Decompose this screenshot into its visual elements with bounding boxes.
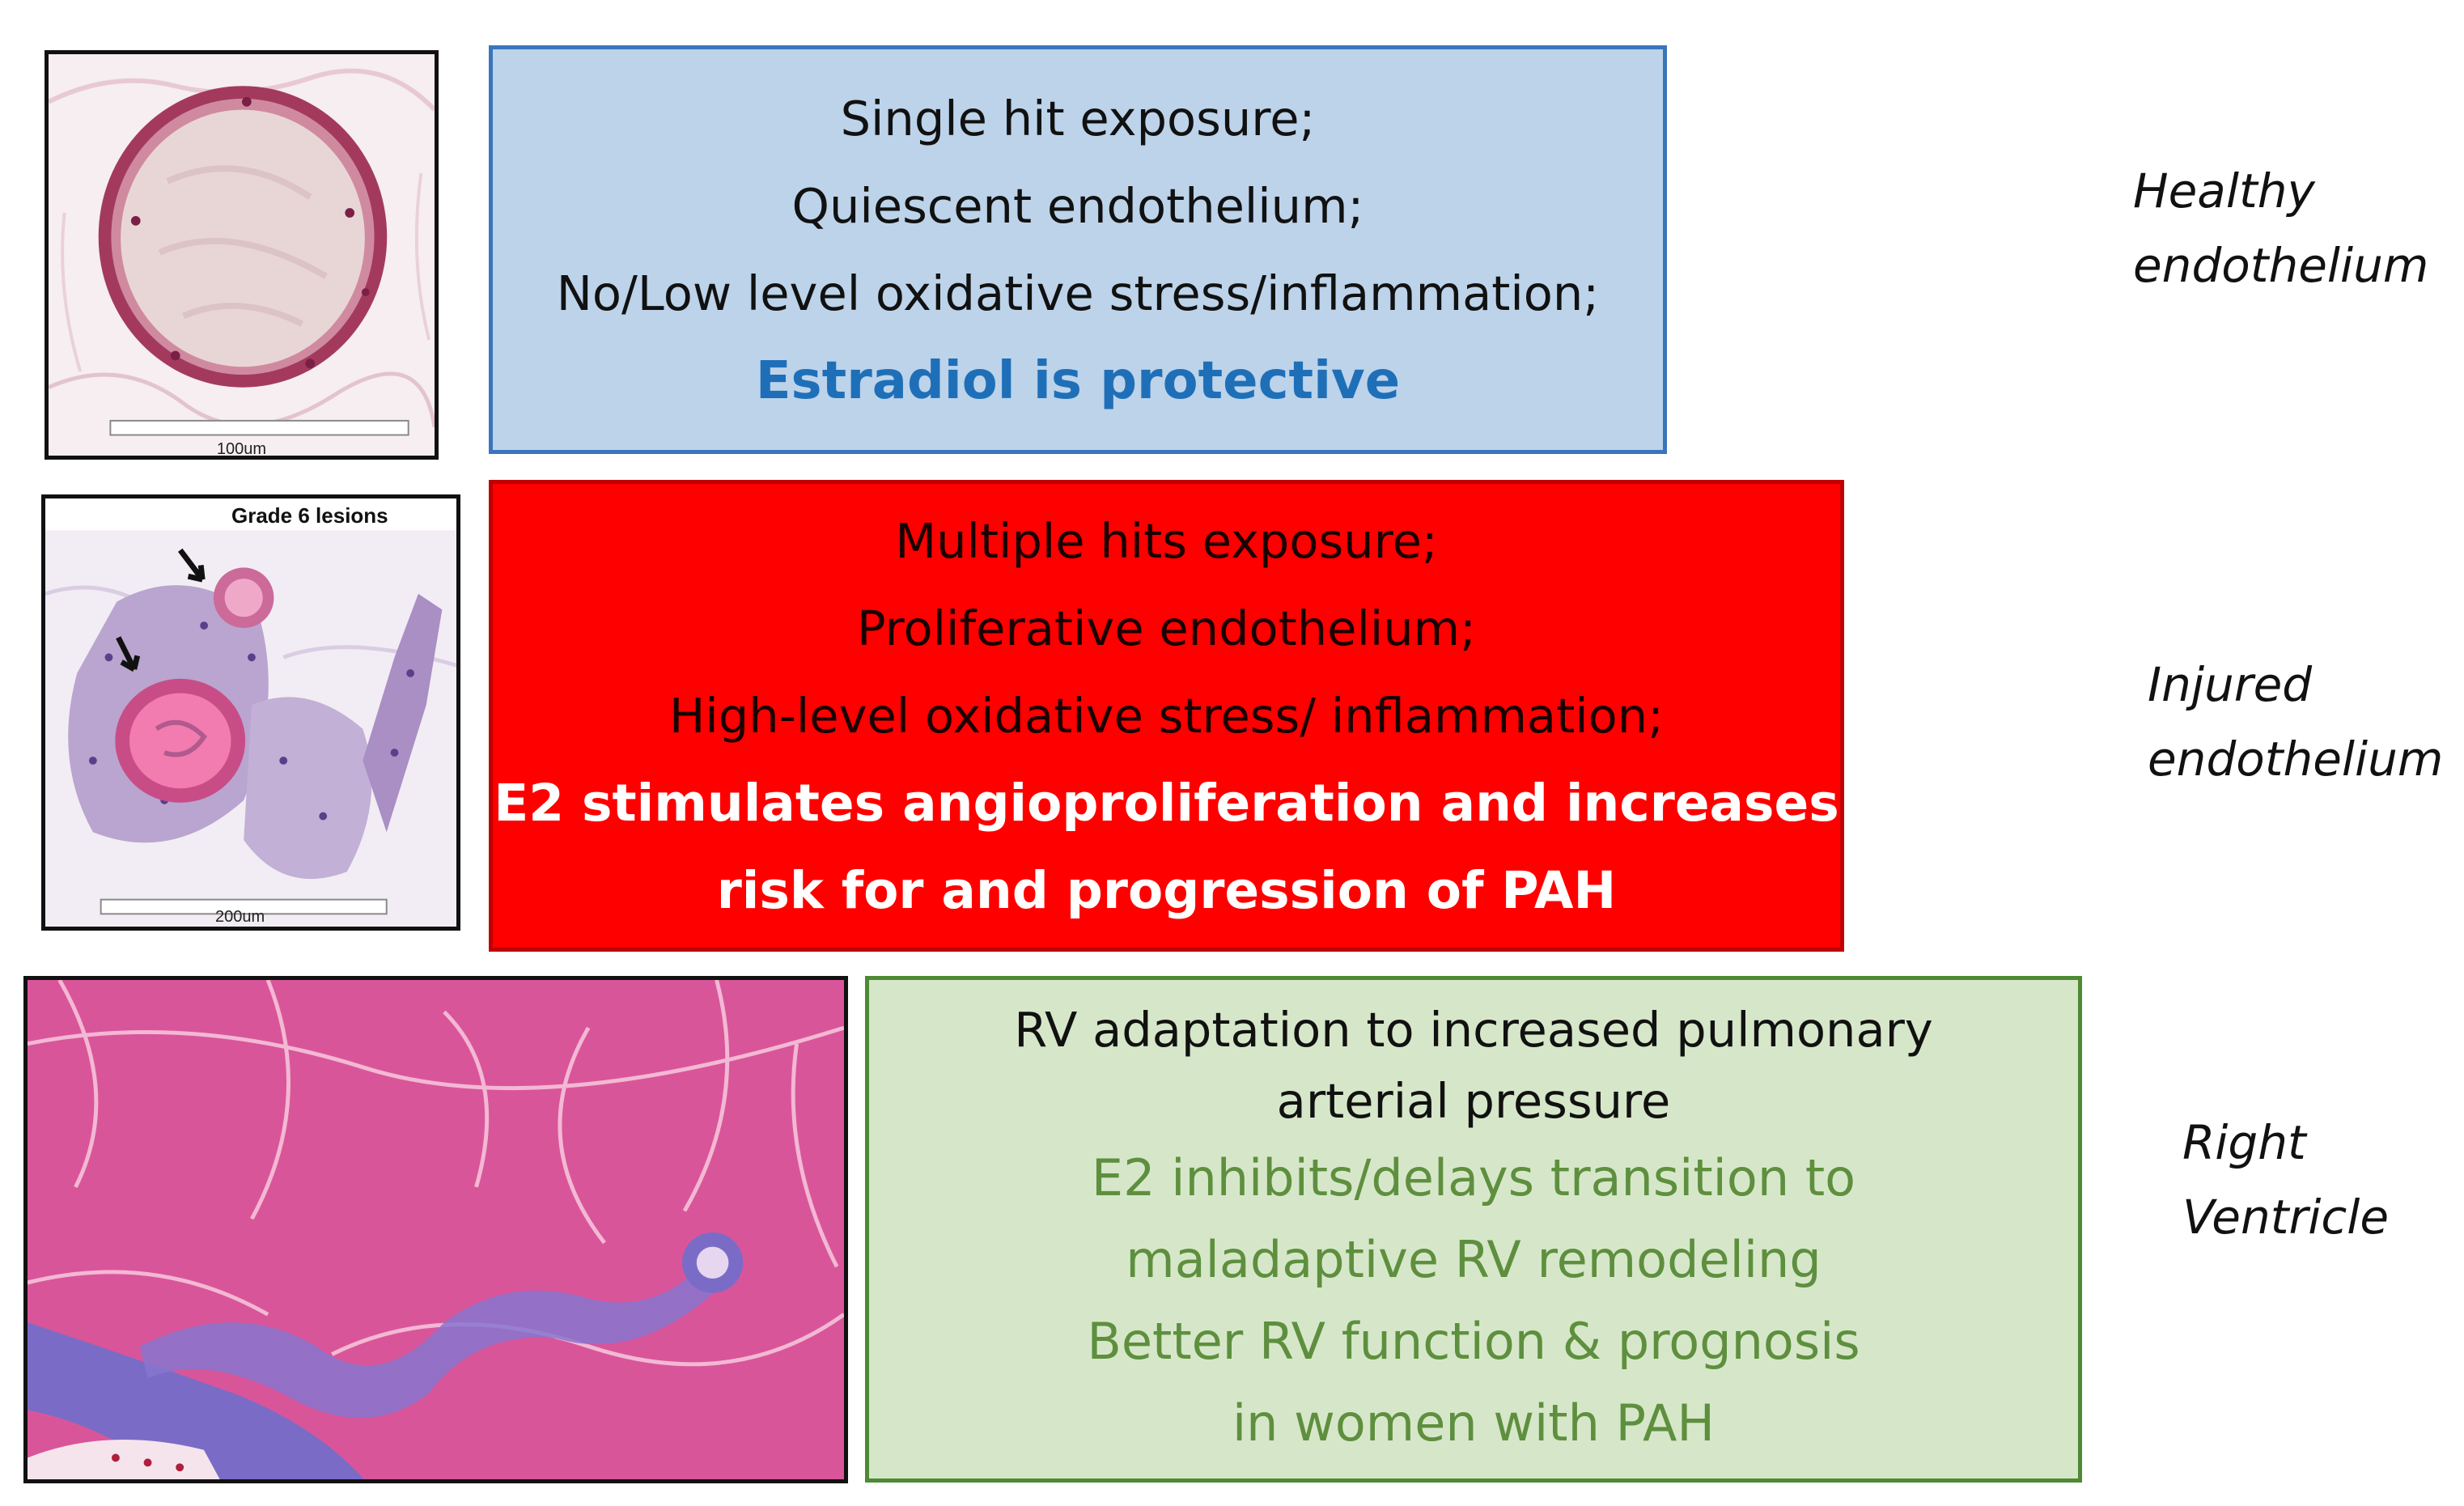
box-emphasis-line: Better RV function & prognosis (1087, 1312, 1860, 1371)
right-ventricle-label: Right Ventricle (2182, 1105, 2389, 1254)
box-emphasis-line: maladaptive RV remodeling (1126, 1230, 1821, 1289)
right-ventricle-image (23, 976, 848, 1483)
side-label-line: endothelium (2148, 732, 2444, 787)
side-label-line: Injured (2148, 657, 2313, 712)
side-label-line: endothelium (2133, 238, 2429, 293)
injured-endothelium-box: Multiple hits exposure; Proliferative en… (489, 480, 1844, 952)
box-line: Quiescent endothelium; (791, 177, 1364, 234)
box-emphasis-line: in women with PAH (1232, 1394, 1715, 1453)
healthy-vessel-image: 100um (45, 50, 439, 460)
box-line: High-level oxidative stress/ inflammatio… (669, 687, 1664, 744)
scale-bar-label: 200um (215, 908, 265, 926)
box-emphasis-line: Estradiol is protective (755, 350, 1401, 411)
box-line: Proliferative endothelium; (857, 600, 1476, 656)
injured-endothelium-label: Injured endothelium (2148, 647, 2443, 796)
right-ventricle-box: RV adaptation to increased pulmonary art… (865, 976, 2082, 1483)
scale-bar-label: 100um (216, 440, 267, 458)
box-emphasis-line: risk for and progression of PAH (716, 860, 1617, 920)
healthy-endothelium-box: Single hit exposure; Quiescent endotheli… (489, 45, 1667, 454)
healthy-endothelium-label: Healthy endothelium (2133, 154, 2428, 303)
grade-6-lesions-caption: Grade 6 lesions (231, 503, 388, 528)
box-line: No/Low level oxidative stress/inflammati… (556, 265, 1600, 321)
side-label-line: Right (2182, 1115, 2306, 1170)
box-line: Multiple hits exposure; (895, 512, 1438, 569)
grade-6-lesions-image: Grade 6 lesions 200um (41, 494, 460, 931)
side-label-line: Ventricle (2182, 1190, 2390, 1245)
box-emphasis-line: E2 inhibits/delays transition to (1091, 1148, 1856, 1207)
side-label-line: Healthy (2133, 163, 2315, 218)
box-emphasis-line: E2 stimulates angioproliferation and inc… (494, 773, 1839, 833)
box-line: arterial pressure (1276, 1073, 1671, 1129)
box-line: RV adaptation to increased pulmonary (1014, 1002, 1933, 1058)
box-line: Single hit exposure; (840, 90, 1316, 146)
